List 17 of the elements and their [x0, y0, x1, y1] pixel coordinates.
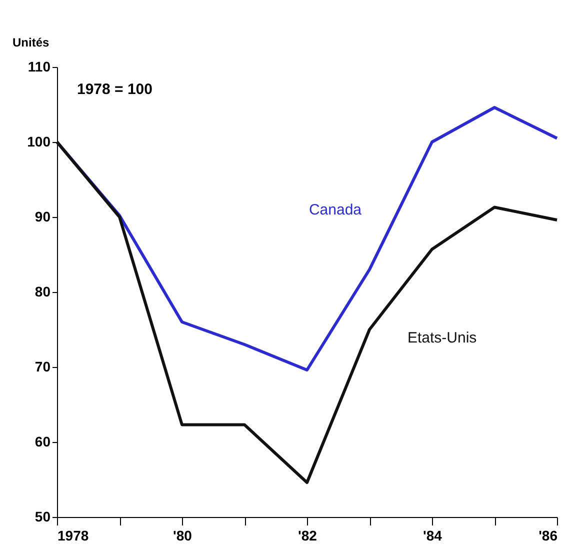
y-tick-label: 110: [28, 58, 51, 74]
y-tick-label: 90: [34, 208, 51, 224]
y-tick-label: 60: [34, 434, 51, 450]
x-tick-label: '82: [298, 528, 318, 544]
y-tick-label: 80: [34, 284, 51, 300]
x-tick-label: '80: [173, 528, 192, 544]
y-tick-label: 70: [34, 358, 51, 374]
x-tick-label: '84: [423, 528, 442, 544]
x-tick-label: 1978: [58, 528, 89, 544]
series-label: Canada: [308, 202, 362, 218]
y-tick-label: 50: [34, 508, 51, 524]
annotation: 1978 = 100: [77, 81, 152, 98]
series-label: Etats-Unis: [408, 330, 477, 346]
y-axis-title: Unités: [12, 36, 50, 50]
y-tick-label: 100: [27, 134, 51, 150]
line-series: [56, 140, 558, 484]
x-tick-label: '86: [538, 528, 558, 544]
